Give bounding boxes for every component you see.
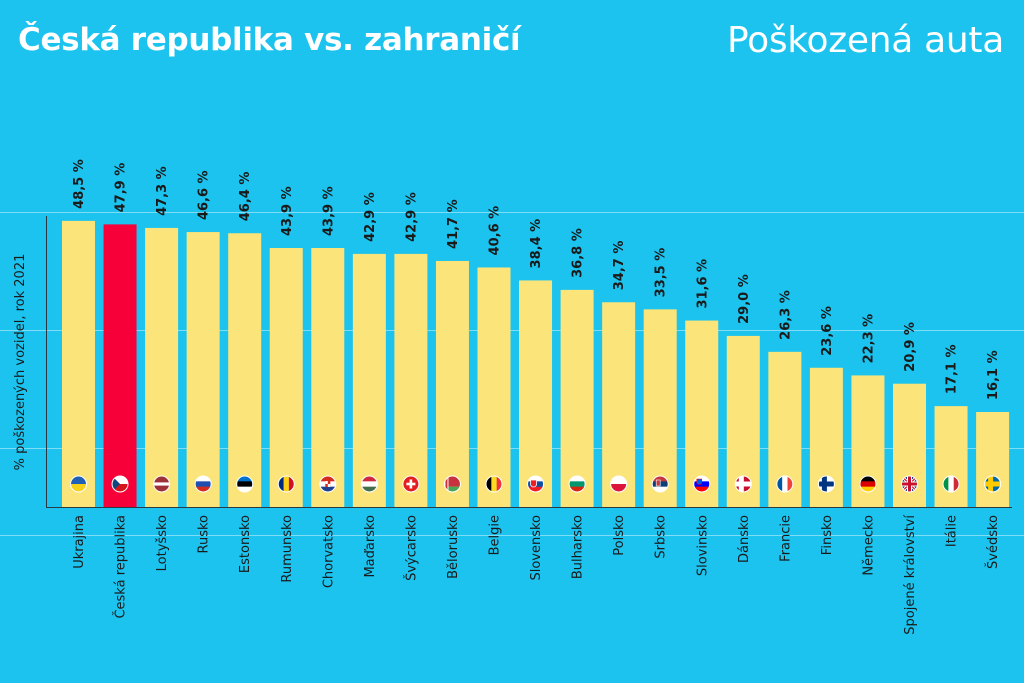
value-label: 31,6 %: [695, 259, 710, 309]
category-label: Dánsko: [737, 515, 752, 563]
category-label: Spojené království: [903, 515, 918, 635]
value-label: 43,9 %: [321, 186, 336, 236]
value-label: 20,9 %: [903, 322, 918, 372]
bar: [311, 247, 345, 508]
flag-united-kingdom-icon: [901, 475, 918, 493]
flag-poland-icon: [610, 475, 628, 493]
bar: [435, 260, 469, 507]
category-label: Švýcarsko: [403, 515, 419, 581]
category-label: Bělorusko: [446, 515, 461, 579]
category-label: Německo: [861, 515, 876, 576]
category-label: Belgie: [488, 515, 503, 555]
bar: [560, 289, 594, 507]
value-label: 29,0 %: [737, 274, 752, 324]
category-label: Slovensko: [529, 515, 544, 581]
flag-bulgaria-icon: [568, 475, 586, 493]
value-label: 23,6 %: [820, 306, 835, 356]
category-label: Maďarsko: [363, 515, 378, 578]
value-label: 38,4 %: [529, 219, 544, 269]
category-label: Estonsko: [238, 515, 253, 573]
flag-hungary-icon: [360, 475, 378, 493]
category-label: Itálie: [945, 515, 960, 547]
flag-latvia-icon: [153, 475, 171, 493]
flag-romania-icon: [277, 475, 295, 493]
category-labels-group: Ukrajina Česká republika Lotyšsko Rusko Esto…: [72, 515, 1001, 635]
flag-finland-icon: [817, 475, 835, 493]
bar: [519, 280, 553, 507]
value-label: 33,5 %: [654, 248, 669, 298]
y-axis-label: % poškozených vozidel, rok 2021: [13, 254, 28, 471]
category-label: Česká republika: [113, 515, 129, 619]
flag-denmark-icon: [734, 475, 752, 493]
bar: [228, 233, 262, 508]
category-label: Srbsko: [654, 515, 669, 559]
bars-group: [62, 220, 1010, 508]
value-label: 48,5 %: [72, 159, 87, 209]
bar: [62, 220, 95, 507]
category-label: Slovinsko: [695, 515, 710, 576]
flag-france-icon: [776, 475, 794, 493]
category-label: Chorvatsko: [321, 515, 336, 588]
value-label: 43,9 %: [280, 186, 295, 236]
flag-belarus-icon: [443, 475, 461, 493]
category-label: Ukrajina: [72, 515, 87, 569]
bar: [602, 302, 636, 507]
category-label: Lotyšsko: [155, 515, 170, 571]
value-label: 40,6 %: [488, 206, 503, 256]
flag-sweden-icon: [984, 475, 1002, 493]
flag-italy-icon: [942, 475, 960, 493]
value-label: 17,1 %: [945, 344, 960, 394]
flag-switzerland-icon: [402, 475, 420, 493]
value-label: 36,8 %: [571, 228, 586, 278]
flags-group: [70, 475, 1002, 493]
flag-germany-icon: [859, 475, 877, 493]
bar: [394, 253, 428, 507]
value-label: 46,6 %: [197, 170, 212, 220]
value-label: 34,7 %: [612, 241, 627, 291]
flag-czech-republic-icon: [111, 475, 129, 493]
flag-belgium-icon: [485, 475, 503, 493]
category-label: Švédsko: [985, 515, 1001, 569]
bar: [352, 253, 386, 507]
bar: [186, 232, 220, 507]
bar: [477, 267, 511, 507]
value-label: 47,3 %: [155, 166, 170, 216]
value-label: 47,9 %: [114, 163, 129, 213]
category-label: Rusko: [197, 515, 212, 554]
flag-russia-icon: [194, 475, 212, 493]
chart-title: Česká republika vs. zahraničí: [18, 22, 521, 58]
flag-serbia-icon: [651, 475, 669, 493]
value-label: 16,1 %: [986, 350, 1001, 400]
category-label: Bulharsko: [571, 515, 586, 579]
value-label: 22,3 %: [861, 314, 876, 364]
bar: [145, 227, 179, 507]
flag-slovenia-icon: [693, 475, 711, 493]
category-label: Polsko: [612, 515, 627, 556]
value-label: 46,4 %: [238, 172, 253, 222]
value-labels-group: 48,5 % 47,9 % 47,3 % 46,6 % 46,4 % 43,9 % 43,9…: [72, 159, 1001, 400]
flag-estonia-icon: [236, 475, 254, 493]
category-label: Francie: [778, 515, 793, 562]
value-label: 41,7 %: [446, 199, 461, 249]
value-label: 26,3 %: [778, 290, 793, 340]
bar: [103, 224, 137, 507]
category-label: Rumunsko: [280, 515, 295, 583]
flag-croatia-icon: [319, 475, 337, 493]
flag-ukraine-icon: [70, 475, 87, 493]
bar: [269, 247, 303, 508]
bar: [976, 412, 1010, 507]
value-label: 42,9 %: [363, 192, 378, 242]
chart-subtitle: Poškozená auta: [726, 20, 1004, 61]
category-label: Finsko: [820, 515, 835, 555]
value-label: 42,9 %: [404, 192, 419, 242]
bar: [643, 309, 677, 507]
flag-slovakia-icon: [527, 475, 545, 493]
